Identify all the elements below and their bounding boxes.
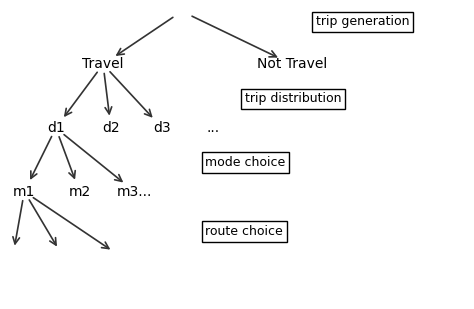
Text: d3: d3 bbox=[154, 121, 171, 135]
Text: mode choice: mode choice bbox=[206, 156, 286, 169]
Text: ...: ... bbox=[207, 121, 220, 135]
Text: d2: d2 bbox=[102, 121, 120, 135]
Text: d1: d1 bbox=[47, 121, 65, 135]
Text: trip distribution: trip distribution bbox=[245, 92, 341, 105]
Text: Not Travel: Not Travel bbox=[257, 57, 327, 71]
Text: trip generation: trip generation bbox=[316, 15, 409, 28]
Text: m2: m2 bbox=[68, 184, 91, 199]
Text: route choice: route choice bbox=[206, 225, 283, 238]
Text: Travel: Travel bbox=[82, 57, 124, 71]
Text: m1: m1 bbox=[13, 184, 36, 199]
Text: m3...: m3... bbox=[117, 184, 152, 199]
